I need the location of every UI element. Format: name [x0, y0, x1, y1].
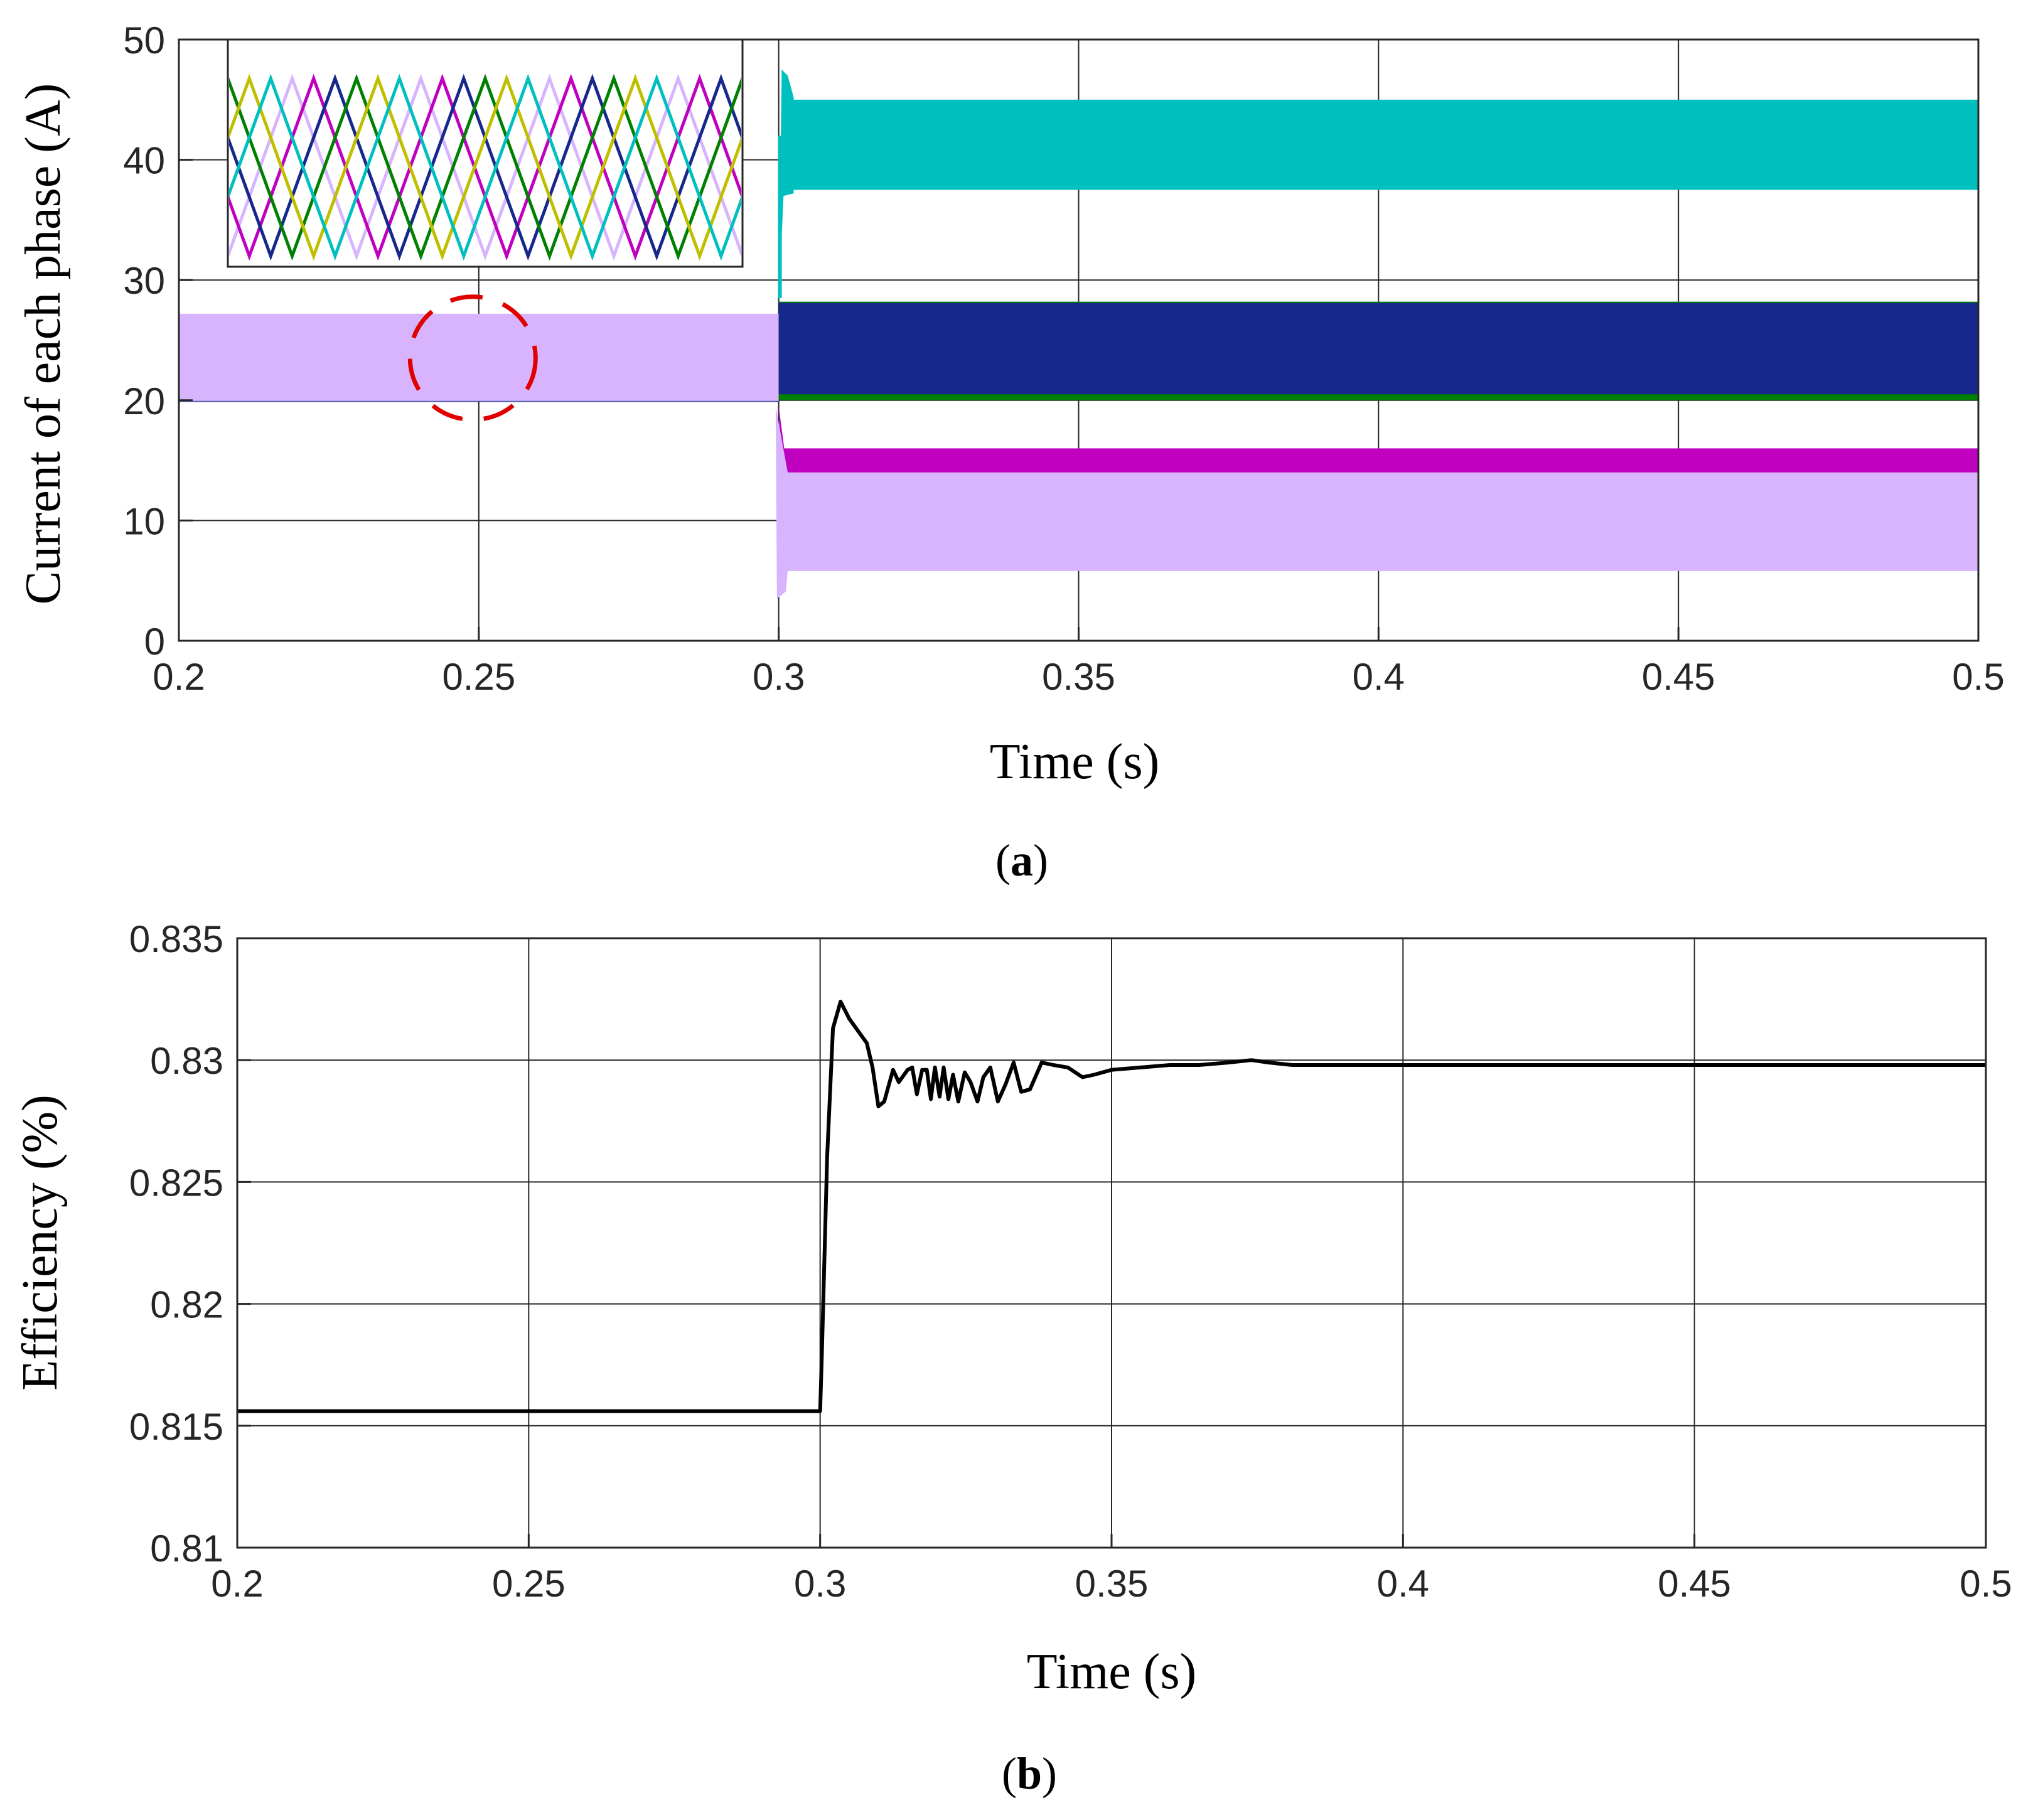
chart-b-xtick-label: 0.4	[1377, 1563, 1429, 1605]
chart-b-xtick-label: 0.5	[1960, 1563, 2012, 1605]
chart-a-ytick-label: 30	[123, 260, 165, 302]
chart-a-ytick-label: 10	[123, 500, 165, 542]
inset-wave	[229, 73, 741, 261]
chart-a-xlabel: Time (s)	[990, 734, 1159, 790]
series-phase-lavender-after	[778, 472, 1978, 571]
chart-b-xtick-label: 0.45	[1658, 1563, 1731, 1605]
chart-a-xtick-label: 0.3	[753, 656, 805, 698]
series-phase-cyan-transient	[778, 69, 794, 304]
inset-wave	[229, 73, 741, 261]
series-phase-lavender-transient	[775, 406, 788, 599]
chart-a-series	[179, 69, 1978, 599]
chart-a-ytick-label: 50	[123, 19, 165, 62]
chart-b-ytick-label: 0.825	[129, 1162, 223, 1204]
chart-b-caption: (b)	[1002, 1748, 1057, 1799]
chart-b-series	[237, 1000, 1986, 1413]
chart-a-ylabel: Current of each phase (A)	[16, 83, 71, 605]
chart-a-xtick-label: 0.25	[442, 656, 515, 698]
chart-b-ytick-label: 0.82	[150, 1284, 223, 1326]
chart-b-ylabel: Efficiency (%)	[13, 1095, 68, 1391]
inset-wave	[229, 73, 741, 261]
series-phase-blue-after	[778, 302, 1978, 395]
chart-b: 0.2 0.25 0.3 0.35 0.4 0.45 0.5 0.81 0.815 0.82 0.8…	[13, 918, 2012, 1799]
chart-b-ytick-label: 0.83	[150, 1040, 223, 1082]
chart-b-xtick-label: 0.3	[794, 1563, 846, 1605]
chart-a-xtick-label: 0.5	[1952, 656, 2004, 698]
chart-a-ytick-label: 0	[144, 621, 165, 663]
chart-b-xtick-label: 0.35	[1075, 1563, 1149, 1605]
chart-b-ytick-label: 0.815	[129, 1406, 223, 1448]
chart-b-ytick-label: 0.835	[129, 918, 223, 960]
chart-a-xtick-label: 0.2	[153, 656, 205, 698]
chart-a: 0.2 0.25 0.3 0.35 0.4 0.45 0.5 0 10 20 30 40 50 Time…	[16, 19, 2005, 886]
chart-a-zoom-marker	[407, 294, 538, 422]
chart-a-xtick-label: 0.4	[1353, 656, 1405, 698]
chart-b-ticks: 0.2 0.25 0.3 0.35 0.4 0.45 0.5 0.81 0.815 0.82 0.8…	[129, 918, 2012, 1605]
chart-b-grid	[237, 938, 1986, 1548]
chart-a-xtick-label: 0.35	[1042, 656, 1115, 698]
inset-wave	[229, 73, 741, 261]
chart-a-xtick-label: 0.45	[1642, 656, 1715, 698]
chart-b-xtick-label: 0.2	[211, 1563, 263, 1605]
series-phase-magenta-after	[778, 448, 1978, 475]
chart-a-ticks: 0.2 0.25 0.3 0.35 0.4 0.45 0.5 0 10 20 30 40 50	[123, 19, 2004, 698]
series-phase-cyan-after	[788, 99, 1978, 190]
chart-a-ytick-label: 20	[123, 380, 165, 422]
chart-a-zoom-marker-group	[407, 294, 538, 422]
inset-wave	[229, 73, 741, 261]
series-efficiency	[237, 1000, 1986, 1413]
chart-b-xtick-label: 0.25	[492, 1563, 566, 1605]
chart-a-ytick-label: 40	[123, 140, 165, 182]
chart-b-xlabel: Time (s)	[1027, 1644, 1196, 1700]
chart-a-caption: (a)	[995, 835, 1048, 886]
inset-wave	[229, 73, 741, 261]
series-phase-lavender-before	[179, 313, 779, 402]
chart-a-inset	[227, 38, 744, 268]
chart-b-ytick-label: 0.81	[150, 1528, 223, 1570]
